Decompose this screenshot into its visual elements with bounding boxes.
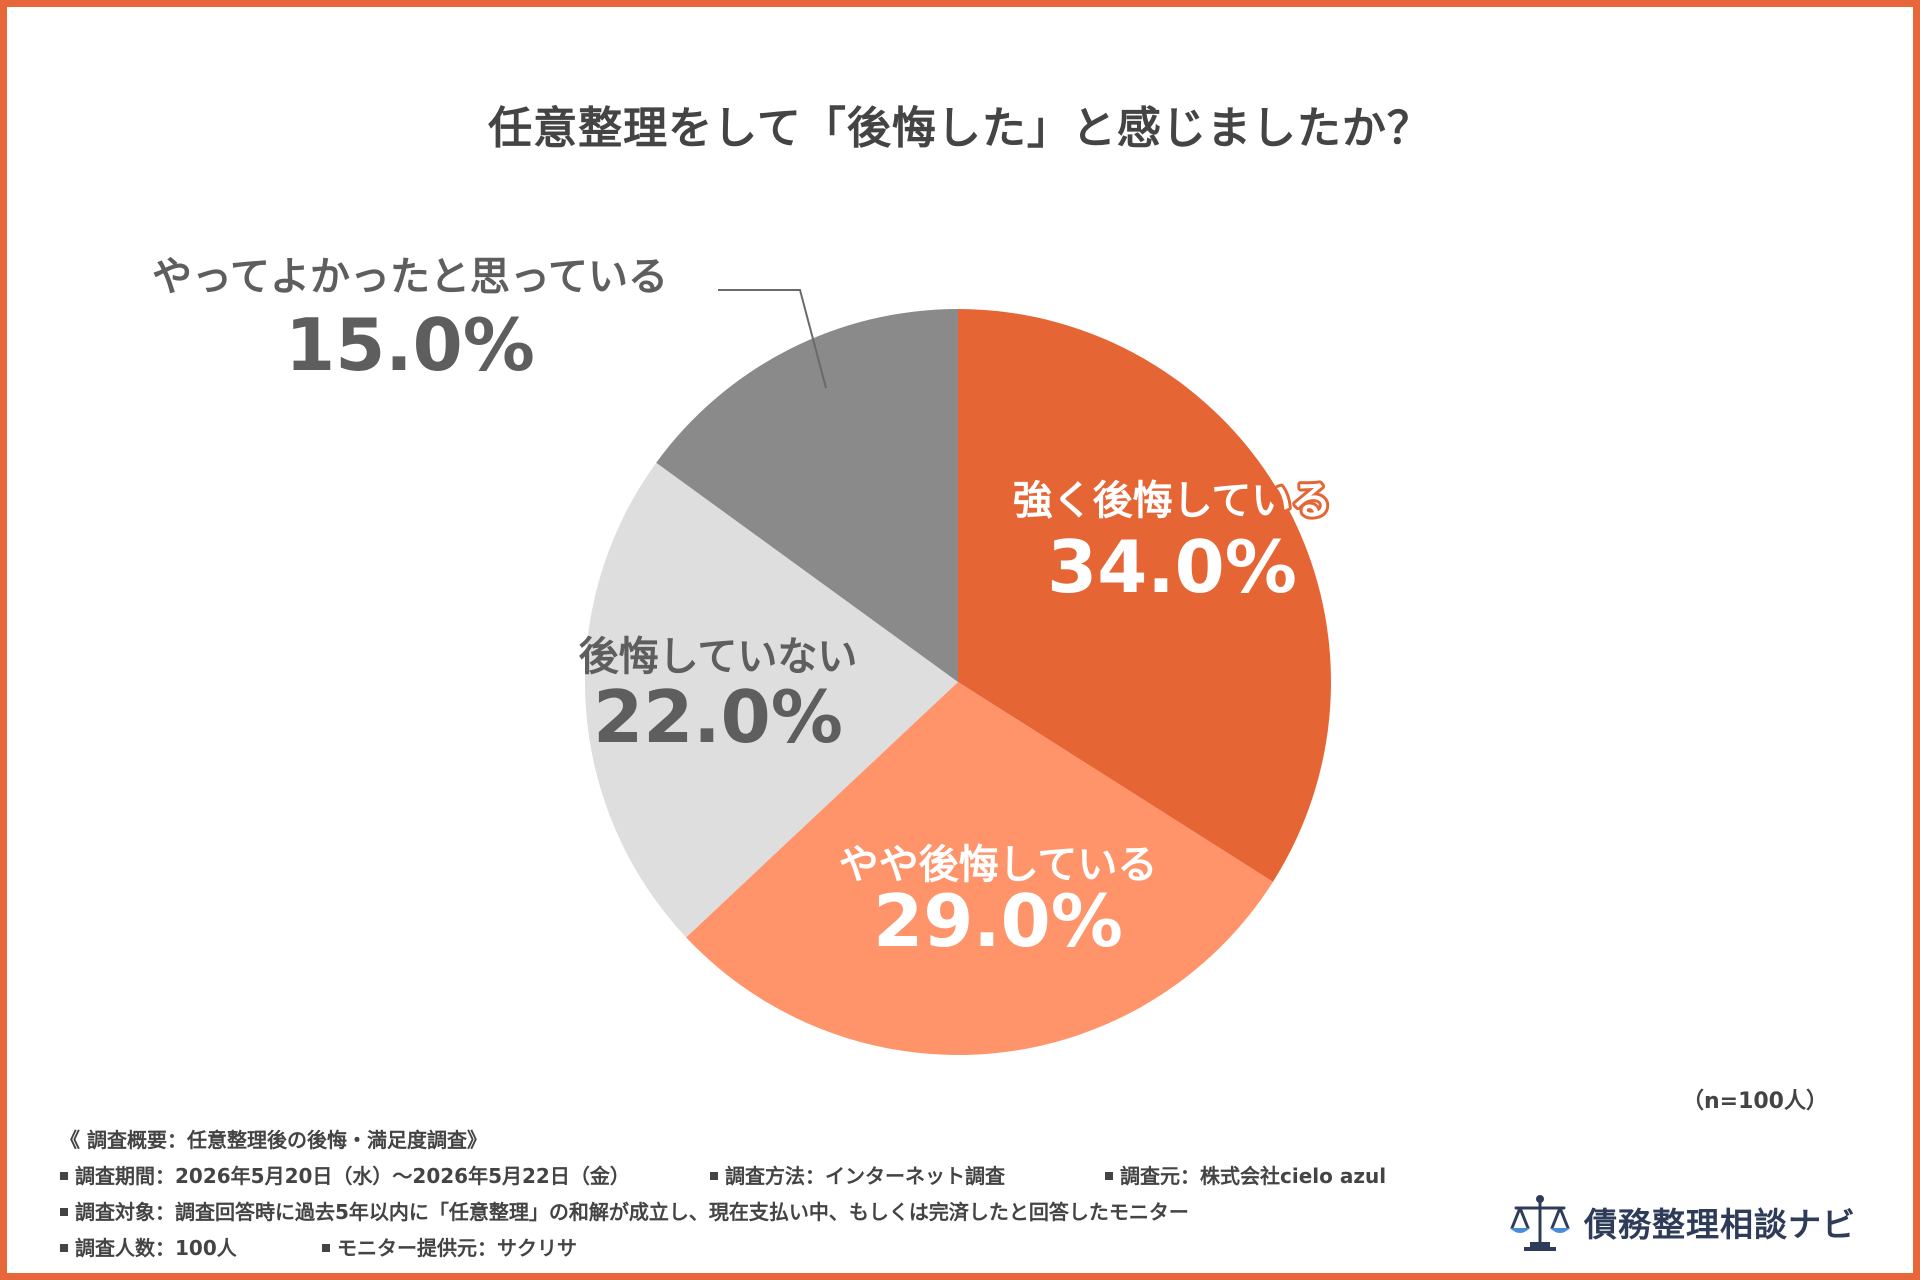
pie-slice-3 xyxy=(585,462,958,938)
pie-slice-value-2: 29.0% xyxy=(873,879,1123,963)
pie-slice-value-1: 34.0% xyxy=(1047,525,1297,609)
pie-slice-label-3: 後悔していない xyxy=(579,634,858,680)
survey-period: 調査期間：2026年5月20日（水）〜2026年5月22日（金） xyxy=(75,1164,630,1188)
pie-slice-value-3: 22.0% xyxy=(593,675,843,759)
pie-slice-2 xyxy=(686,682,1273,1056)
survey-summary: 《 調査概要：任意整理後の後悔・満足度調査》 調査期間：2026年5月20日（水… xyxy=(60,1122,1386,1266)
brand-logo: 債務整理相談ナビ xyxy=(1506,1192,1856,1252)
pie-slice-label-4: やってよかったと思っている xyxy=(152,254,668,300)
leader-line xyxy=(718,289,827,389)
pie-slice-4 xyxy=(656,309,958,682)
chart-title: 任意整理をして「後悔した」と感じましたか？ xyxy=(488,103,1432,154)
brand-name: 債務整理相談ナビ xyxy=(1584,1205,1856,1244)
scales-of-justice-icon xyxy=(1510,1195,1570,1251)
survey-target: 調査対象：調査回答時に過去5年以内に「任意整理」の和解が成立し、現在支払い中、も… xyxy=(75,1200,1189,1224)
pie-slice-value-4: 15.0% xyxy=(285,303,535,387)
survey-count: 調査人数：100人 xyxy=(75,1236,237,1260)
survey-source: 調査元：株式会社cielo azul xyxy=(1120,1164,1387,1188)
sample-size: （n=100人） xyxy=(1681,1089,1828,1114)
survey-heading: 《 調査概要：任意整理後の後悔・満足度調査》 xyxy=(60,1128,487,1152)
survey-method: 調査方法：インターネット調査 xyxy=(725,1164,1005,1188)
pie-slice-label-2: やや後悔している xyxy=(839,842,1158,888)
pie-slice-label-1: 強く後悔している xyxy=(1013,478,1332,524)
survey-provider: モニター提供元：サクリサ xyxy=(337,1236,577,1260)
pie-slice-1 xyxy=(958,309,1332,882)
